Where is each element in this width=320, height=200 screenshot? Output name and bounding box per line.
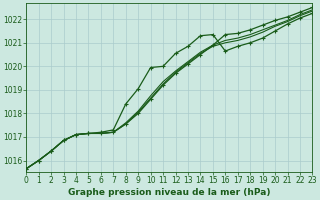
X-axis label: Graphe pression niveau de la mer (hPa): Graphe pression niveau de la mer (hPa) — [68, 188, 270, 197]
